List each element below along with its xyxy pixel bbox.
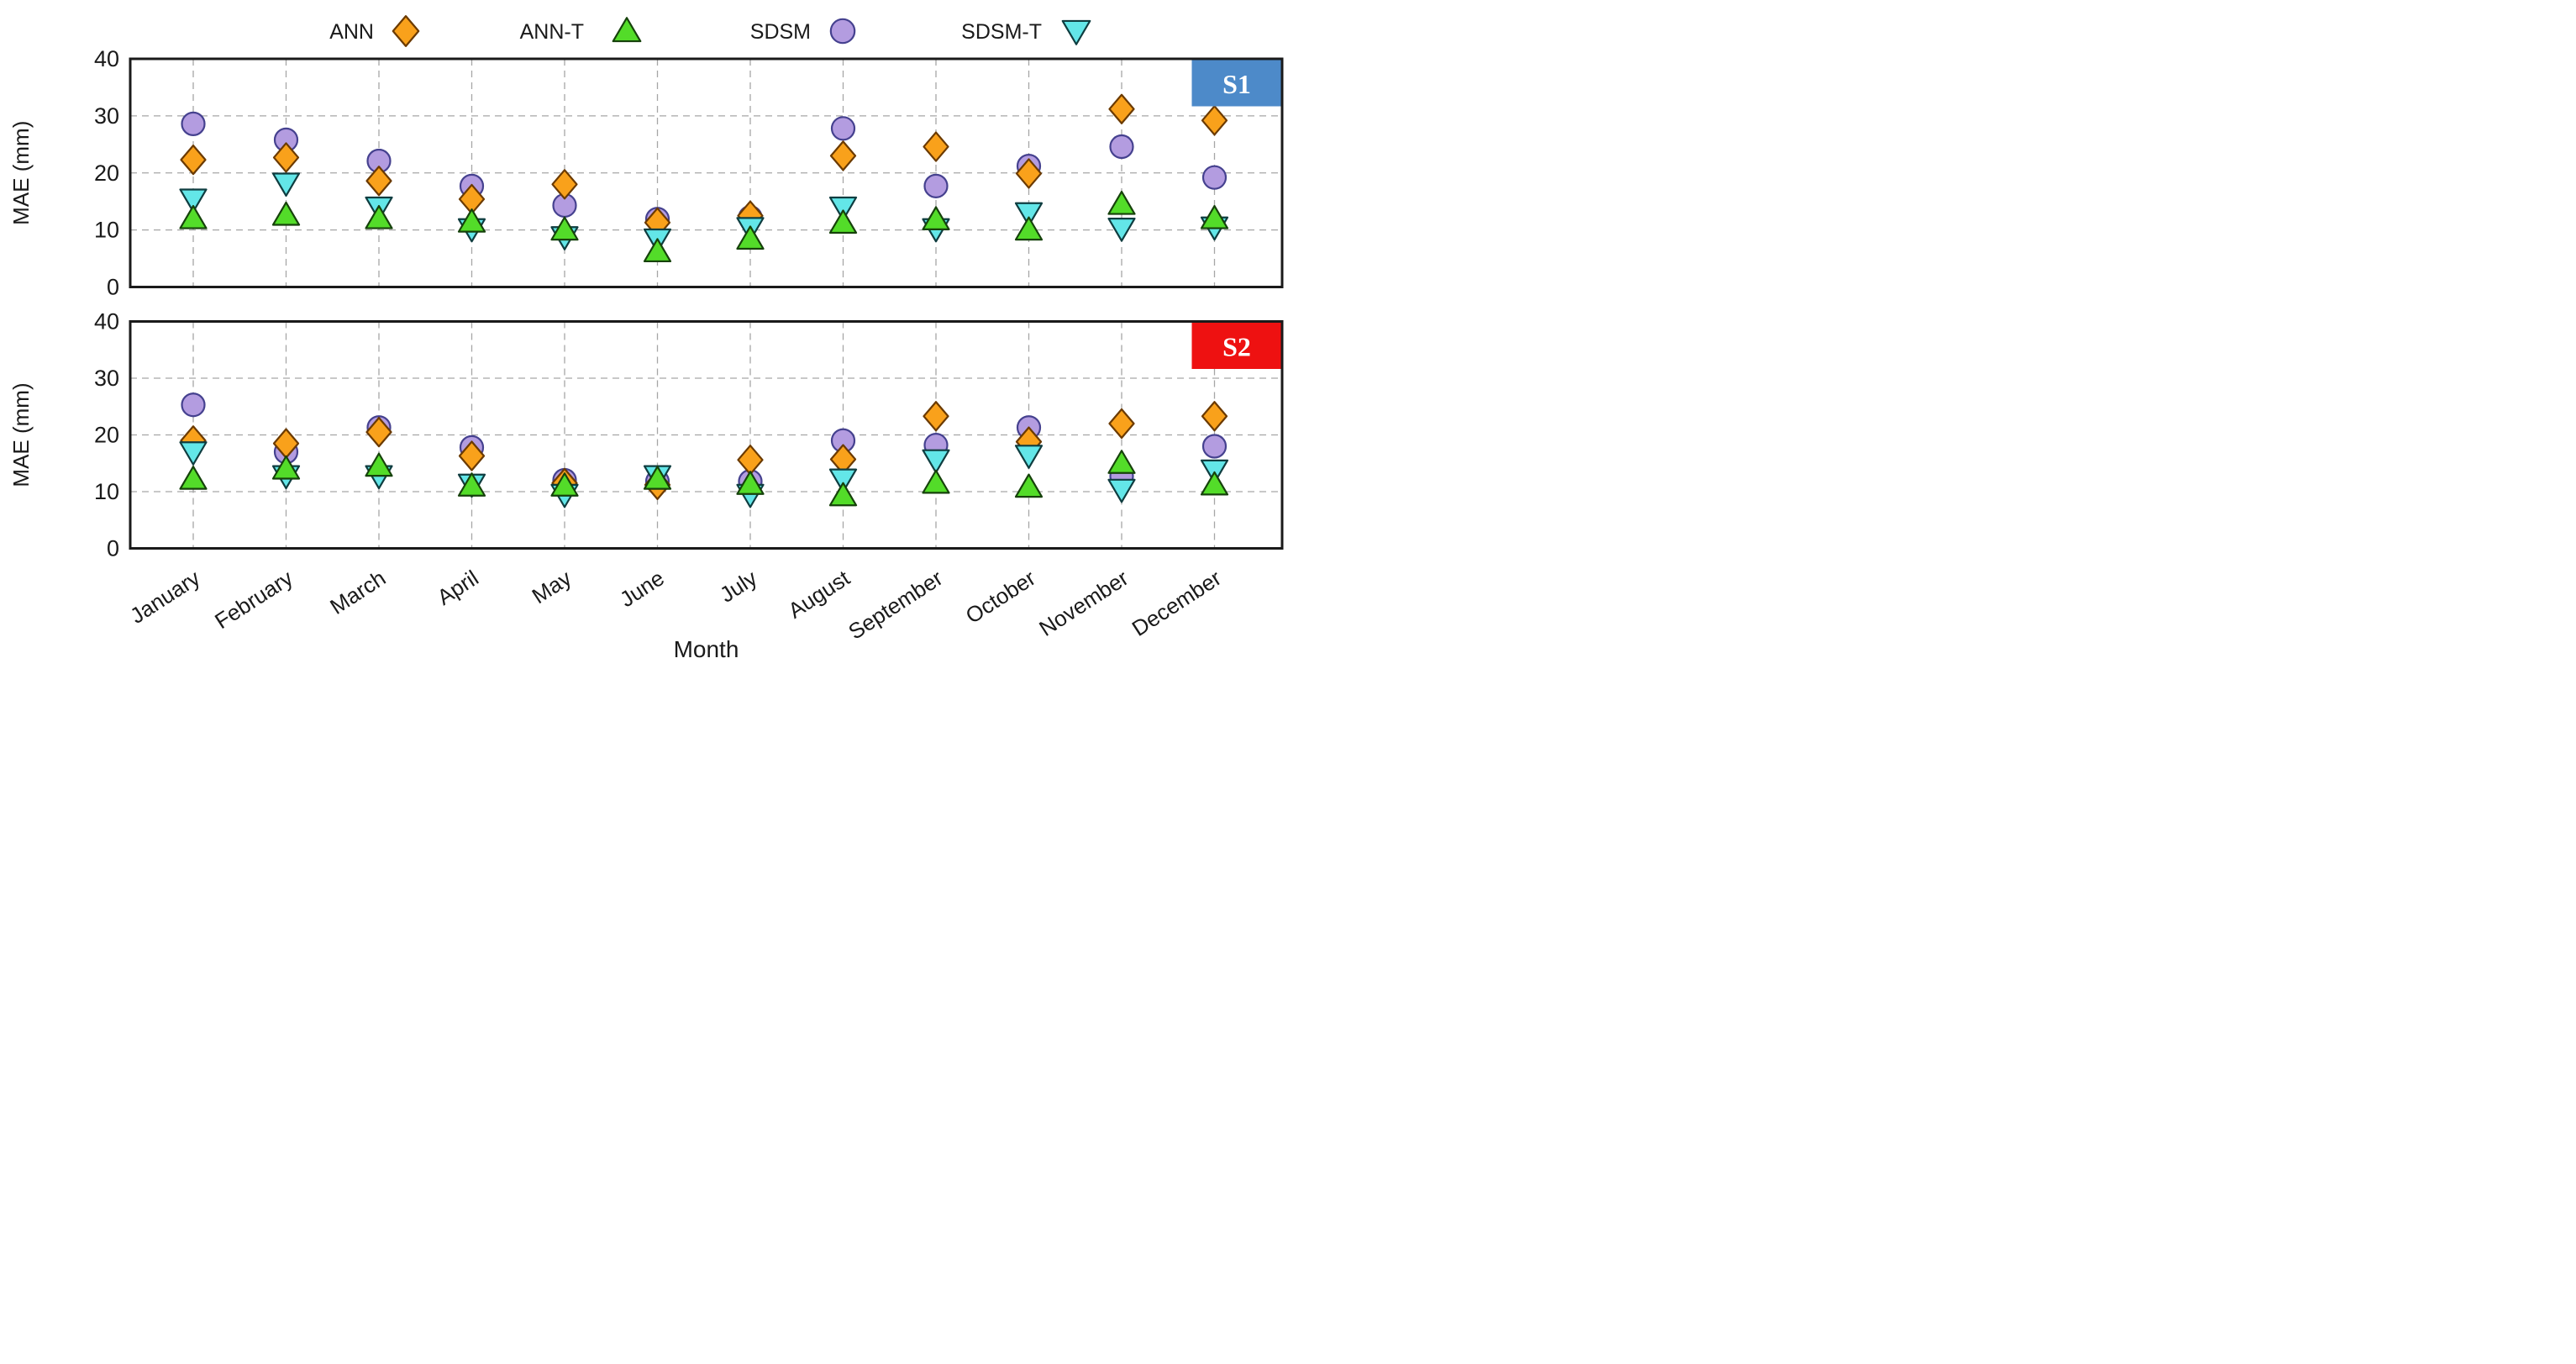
marker-sdsm-t-november-s2 — [1107, 478, 1136, 503]
y-tick-label: 20 — [94, 423, 119, 448]
month-label: May — [528, 565, 576, 608]
y-tick-label: 40 — [94, 46, 119, 71]
marker-ann-t-august-s1 — [828, 209, 858, 234]
legend-label-ann-t: ANN-T — [520, 20, 584, 44]
month-label: March — [325, 565, 390, 619]
marker-ann-march-s1 — [365, 166, 392, 197]
marker-sdsm-t-august-s1 — [828, 196, 858, 221]
marker-ann-december-s2 — [1201, 401, 1228, 432]
y-axis-title: MAE (mm) — [8, 121, 34, 225]
marker-sdsm-t-october-s1 — [1014, 202, 1044, 227]
marker-ann-t-january-s2 — [179, 466, 208, 490]
station-badge-s2 — [1191, 323, 1281, 369]
marker-ann-t-november-s1 — [1107, 190, 1136, 215]
legend-label-sdsm-t: SDSM-T — [961, 20, 1042, 44]
legend-triangle-down-icon — [1061, 19, 1091, 45]
legend-circle-icon — [829, 18, 856, 45]
marker-ann-t-september-s2 — [922, 469, 950, 494]
month-label: April — [433, 565, 483, 609]
month-label: June — [615, 565, 669, 612]
marker-sdsm-t-october-s2 — [1014, 445, 1044, 469]
marker-ann-t-february-s1 — [271, 201, 301, 226]
y-tick-label: 40 — [94, 309, 119, 334]
marker-ann-november-s1 — [1108, 93, 1135, 124]
month-label: December — [1128, 565, 1226, 641]
marker-ann-t-june-s2 — [643, 466, 672, 490]
month-label: November — [1034, 565, 1133, 641]
marker-sdsm-january-s2 — [181, 392, 206, 418]
mae-scatter-chart: ANN ANN-T SDSM SDSM-T 0 10 20 30 40 S1 MAE (mm) 0 10… — [8, 15, 1284, 662]
legend-diamond-icon — [392, 15, 420, 47]
marker-sdsm-t-september-s2 — [922, 449, 950, 474]
marker-sdsm-t-november-s1 — [1107, 217, 1136, 242]
marker-ann-t-march-s2 — [365, 452, 393, 477]
marker-ann-t-may-s2 — [550, 472, 579, 497]
marker-ann-september-s2 — [923, 401, 949, 432]
month-label: September — [844, 565, 947, 645]
marker-ann-t-november-s2 — [1107, 450, 1136, 474]
panel-frame-s2 — [129, 320, 1284, 550]
x-axis-title: Month — [674, 636, 739, 662]
marker-ann-t-june-s1 — [643, 238, 672, 263]
marker-sdsm-january-s1 — [181, 111, 206, 136]
y-tick-label: 0 — [107, 275, 119, 300]
marker-ann-t-october-s1 — [1014, 216, 1044, 241]
marker-ann-may-s1 — [551, 169, 578, 200]
marker-ann-t-august-s2 — [828, 482, 858, 507]
marker-ann-april-s2 — [458, 440, 486, 471]
marker-sdsm-t-january-s1 — [179, 188, 208, 213]
y-tick-label: 0 — [107, 536, 119, 561]
month-label: January — [125, 565, 204, 629]
marker-ann-february-s1 — [272, 142, 300, 173]
marker-sdsm-t-august-s2 — [828, 468, 858, 493]
marker-sdsm-august-s1 — [830, 116, 856, 141]
y-tick-label: 10 — [94, 218, 119, 243]
marker-ann-december-s1 — [1201, 105, 1228, 136]
marker-sdsm-december-s2 — [1201, 434, 1228, 459]
marker-ann-january-s1 — [180, 145, 207, 176]
marker-ann-august-s1 — [829, 140, 857, 171]
month-label: August — [784, 565, 855, 624]
marker-ann-t-march-s1 — [365, 204, 393, 229]
station-badge-s1 — [1191, 60, 1281, 107]
marker-sdsm-december-s1 — [1201, 165, 1228, 190]
marker-ann-t-may-s1 — [550, 216, 579, 241]
legend-label-ann: ANN — [329, 20, 374, 44]
y-tick-label: 10 — [94, 479, 119, 504]
y-axis-title: MAE (mm) — [8, 382, 34, 487]
month-label: October — [961, 565, 1040, 629]
month-label: February — [210, 565, 297, 634]
marker-ann-t-april-s2 — [457, 472, 486, 497]
marker-sdsm-t-february-s1 — [271, 172, 301, 197]
marker-ann-t-april-s1 — [457, 208, 486, 233]
legend-label-sdsm: SDSM — [750, 20, 811, 44]
marker-sdsm-november-s1 — [1109, 134, 1134, 160]
marker-ann-t-july-s1 — [736, 225, 765, 250]
figure-container: ANN ANN-T SDSM SDSM-T 0 10 20 30 40 S1 MAE (mm) 0 10… — [0, 0, 1288, 682]
marker-ann-september-s1 — [923, 131, 949, 162]
marker-sdsm-september-s1 — [923, 173, 949, 198]
marker-ann-t-december-s2 — [1200, 471, 1229, 496]
marker-ann-november-s2 — [1108, 408, 1135, 440]
marker-ann-t-october-s2 — [1014, 473, 1044, 498]
marker-ann-t-december-s1 — [1200, 204, 1229, 229]
marker-ann-t-july-s2 — [736, 471, 765, 495]
marker-sdsm-t-january-s2 — [179, 441, 208, 466]
y-tick-label: 20 — [94, 161, 119, 186]
y-tick-label: 30 — [94, 366, 119, 391]
y-tick-label: 30 — [94, 103, 119, 129]
station-badge-label: S2 — [1222, 332, 1251, 362]
panel-frame-s1 — [129, 57, 1284, 288]
marker-ann-t-september-s1 — [922, 206, 950, 231]
marker-ann-july-s2 — [737, 445, 764, 476]
month-label: July — [715, 565, 761, 607]
station-badge-label: S1 — [1222, 69, 1251, 99]
marker-ann-october-s1 — [1015, 158, 1043, 189]
marker-ann-t-january-s1 — [179, 204, 208, 229]
marker-ann-march-s2 — [365, 417, 392, 448]
marker-ann-t-february-s2 — [271, 455, 301, 480]
legend-triangle-up-icon — [612, 17, 642, 43]
